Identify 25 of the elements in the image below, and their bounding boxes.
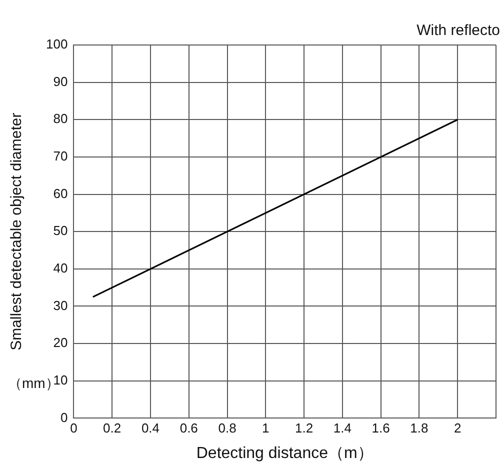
y-tick-label: 10 [53,372,68,388]
y-tick-label: 0 [60,410,68,425]
chart-subtitle: With reflecto [416,22,500,39]
y-tick-label: 80 [53,111,68,126]
x-tick-label: 1.6 [372,420,390,436]
y-tick-label: 60 [53,186,68,201]
y-tick-label: 40 [53,260,68,276]
x-tick-label: 1.8 [410,420,428,436]
y-tick-label: 90 [53,74,68,89]
y-tick-label: 50 [53,223,68,238]
x-tick-label: 0 [70,420,78,436]
x-tick-label: 1.4 [333,420,352,436]
y-tick-label: 100 [46,36,68,52]
x-axis-title: Detecting distance（m） [196,444,374,462]
x-tick-label: 0.2 [103,420,122,436]
x-tick-label: 2 [454,420,462,436]
x-tick-label: 1.2 [295,420,314,436]
y-tick-label: 20 [53,335,68,350]
y-tick-label: 30 [53,298,68,313]
y-axis-title: Smallest detectable object diameter [8,112,26,350]
x-tick-label: 1 [262,420,270,436]
x-tick-label: 0.6 [180,420,198,436]
x-tick-label: 0.4 [141,420,160,436]
y-tick-label: 70 [53,148,68,164]
x-tick-label: 0.8 [218,420,236,436]
